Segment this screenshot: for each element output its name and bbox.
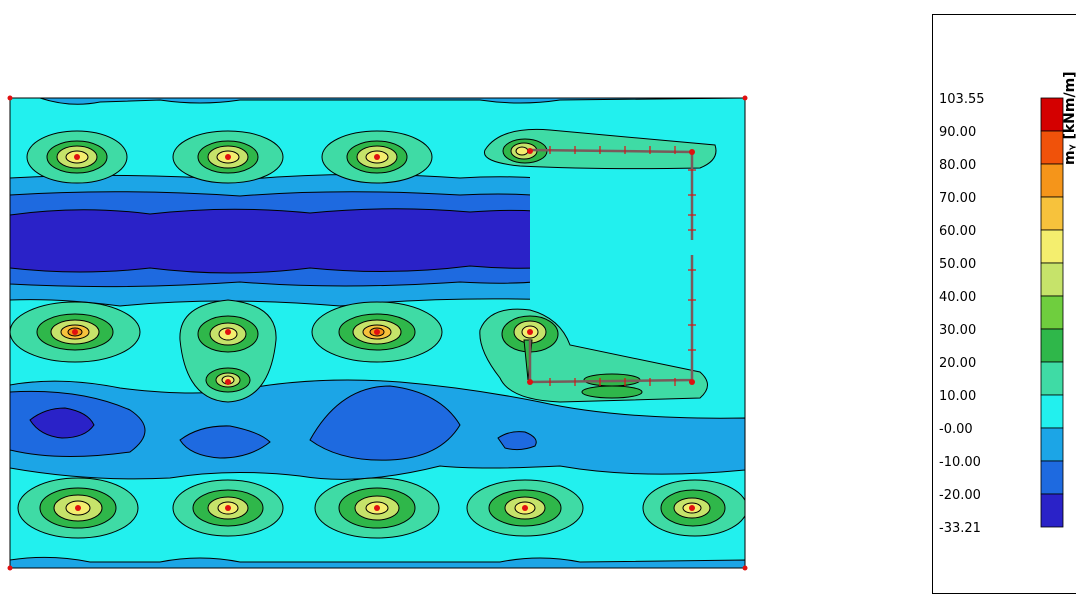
legend-tick-label: 20.00 (939, 356, 976, 371)
column-support (527, 148, 533, 154)
legend-tick-label: -33.21 (939, 521, 981, 536)
legend-tick-label: 80.00 (939, 158, 976, 173)
column-support (689, 149, 695, 155)
legend-unit-label: mᵧ [kNm/m] (1062, 71, 1076, 165)
legend-color-band (1040, 130, 1064, 165)
slab-outline (9, 97, 746, 569)
legend-tick-label: -10.00 (939, 455, 981, 470)
legend-tick-label: 50.00 (939, 257, 976, 272)
legend-tick-label: 60.00 (939, 224, 976, 239)
legend-tick-label: 103.55 (939, 92, 985, 107)
legend-color-band (1040, 295, 1064, 330)
column-support (522, 505, 528, 511)
legend-tick-label: 70.00 (939, 191, 976, 206)
legend-color-band (1040, 361, 1064, 396)
legend-color-band (1040, 97, 1064, 132)
legend-color-band (1040, 394, 1064, 429)
column-support (374, 505, 380, 511)
corner-node-tr (742, 95, 748, 101)
legend-tick-label: 90.00 (939, 125, 976, 140)
legend-tick-label: -0.00 (939, 422, 973, 437)
column-support (689, 505, 695, 511)
column-support (374, 154, 380, 160)
negative-band-lower-mid-2 (309, 385, 461, 461)
corner-node-br (742, 565, 748, 571)
column-support (527, 329, 533, 335)
column-support (74, 154, 80, 160)
legend-color-band (1040, 493, 1064, 528)
legend-color-band (1040, 262, 1064, 297)
legend-color-band (1040, 229, 1064, 264)
legend-scale: 103.55 90.00 80.00 70.00 60.00 50.00 40.00 30.0… (939, 71, 1076, 536)
legend-color-band (1040, 460, 1064, 495)
edge-band-bottom (10, 556, 745, 568)
legend-tick-label: 40.00 (939, 290, 976, 305)
legend-color-band (1040, 328, 1064, 363)
negative-band-lower-mid-4 (497, 431, 537, 451)
legend-color-band (1040, 196, 1064, 231)
legend-tick-label: -20.00 (939, 488, 981, 503)
column-support (374, 329, 380, 335)
column-support (527, 379, 533, 385)
legend-tick-label: 10.00 (939, 389, 976, 404)
corner-node-bl (7, 565, 13, 571)
column-support (225, 379, 231, 385)
legend-tick-label: 30.00 (939, 323, 976, 338)
corner-node-tl (7, 95, 13, 101)
legend-panel: 103.55 90.00 80.00 70.00 60.00 50.00 40.00 30.0… (932, 14, 1076, 594)
column-support (225, 329, 231, 335)
contour-plot (7, 95, 748, 571)
legend-color-band (1040, 427, 1064, 462)
opening-region (530, 155, 690, 375)
column-support (72, 329, 78, 335)
negative-band-upper-core (10, 208, 613, 274)
legend-color-band (1040, 163, 1064, 198)
column-support (225, 154, 231, 160)
column-support (225, 505, 231, 511)
support-markers (7, 95, 748, 571)
opening-edge-ticks (549, 146, 696, 386)
negative-band-lower-mid-3 (179, 425, 271, 459)
edge-band-top (39, 98, 745, 105)
column-support (75, 505, 81, 511)
negative-band-lower-core (29, 407, 95, 439)
column-support (689, 379, 695, 385)
